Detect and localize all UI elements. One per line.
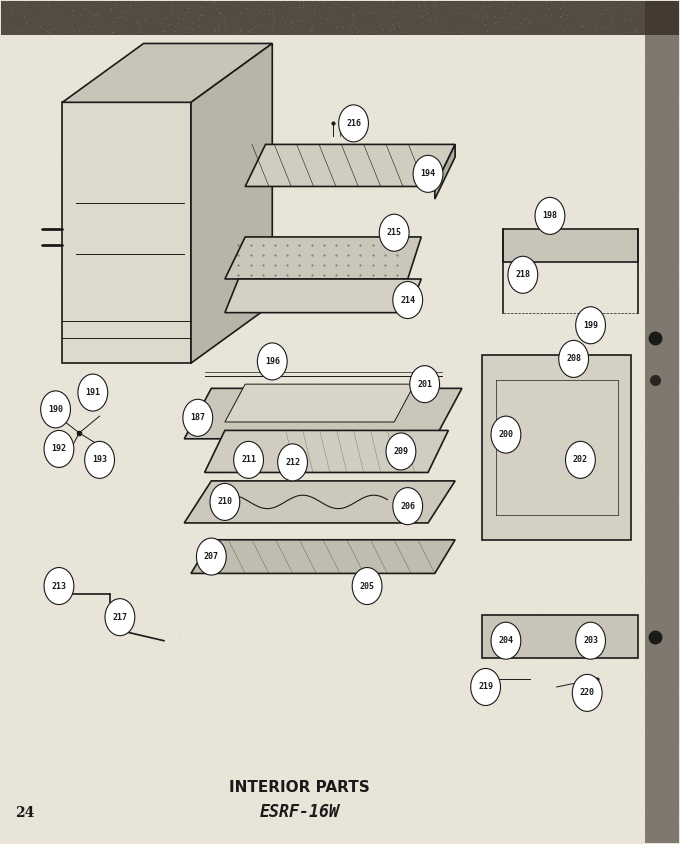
- Circle shape: [576, 622, 605, 659]
- Text: 193: 193: [92, 456, 107, 464]
- Text: 204: 204: [498, 636, 513, 645]
- Circle shape: [44, 430, 74, 468]
- Polygon shape: [184, 481, 455, 523]
- Text: 213: 213: [52, 582, 67, 591]
- Circle shape: [197, 538, 226, 575]
- Circle shape: [44, 567, 74, 604]
- Circle shape: [410, 365, 439, 403]
- Text: 198: 198: [543, 211, 558, 220]
- Polygon shape: [225, 279, 422, 312]
- Text: 215: 215: [387, 228, 402, 237]
- Circle shape: [210, 484, 240, 521]
- Text: 200: 200: [498, 430, 513, 439]
- Circle shape: [339, 105, 369, 142]
- Circle shape: [257, 343, 287, 380]
- Circle shape: [393, 282, 423, 318]
- Polygon shape: [191, 43, 272, 363]
- Circle shape: [41, 391, 71, 428]
- Circle shape: [559, 340, 589, 377]
- Text: 220: 220: [579, 689, 595, 697]
- Circle shape: [471, 668, 500, 706]
- Polygon shape: [482, 354, 631, 540]
- Text: ESRF-16W: ESRF-16W: [259, 803, 339, 821]
- Circle shape: [566, 441, 595, 479]
- Polygon shape: [205, 430, 448, 473]
- Text: 187: 187: [190, 414, 205, 422]
- Text: 207: 207: [204, 552, 219, 561]
- Circle shape: [535, 197, 565, 235]
- Text: 211: 211: [241, 456, 256, 464]
- Text: 196: 196: [265, 357, 279, 366]
- Text: 219: 219: [478, 683, 493, 691]
- Text: 212: 212: [285, 458, 300, 467]
- Circle shape: [277, 444, 307, 481]
- Circle shape: [413, 155, 443, 192]
- Polygon shape: [1, 2, 679, 35]
- Text: 209: 209: [394, 447, 409, 456]
- Text: 191: 191: [85, 388, 101, 397]
- Text: 202: 202: [573, 456, 588, 464]
- Text: 201: 201: [417, 380, 432, 388]
- Text: 208: 208: [566, 354, 581, 364]
- Circle shape: [573, 674, 602, 711]
- Polygon shape: [63, 102, 191, 363]
- Circle shape: [576, 306, 605, 344]
- Polygon shape: [225, 384, 415, 422]
- Text: 192: 192: [52, 445, 67, 453]
- Circle shape: [85, 441, 114, 479]
- Text: 210: 210: [218, 497, 233, 506]
- Text: 217: 217: [112, 613, 127, 622]
- Polygon shape: [184, 388, 462, 439]
- Text: INTERIOR PARTS: INTERIOR PARTS: [229, 780, 370, 795]
- Text: 190: 190: [48, 405, 63, 414]
- Polygon shape: [63, 43, 272, 102]
- Circle shape: [105, 598, 135, 636]
- Text: 199: 199: [583, 321, 598, 330]
- Polygon shape: [191, 540, 455, 573]
- Circle shape: [379, 214, 409, 252]
- Polygon shape: [503, 229, 638, 262]
- Text: 24: 24: [15, 806, 34, 820]
- Text: 203: 203: [583, 636, 598, 645]
- Polygon shape: [435, 144, 455, 199]
- Circle shape: [491, 622, 521, 659]
- Circle shape: [491, 416, 521, 453]
- Circle shape: [508, 257, 538, 294]
- Text: 205: 205: [360, 582, 375, 591]
- Circle shape: [78, 374, 107, 411]
- Polygon shape: [482, 615, 638, 657]
- Polygon shape: [245, 144, 455, 187]
- Circle shape: [183, 399, 213, 436]
- Circle shape: [386, 433, 416, 470]
- Text: 194: 194: [420, 170, 435, 178]
- Text: 206: 206: [401, 501, 415, 511]
- Circle shape: [393, 488, 423, 525]
- Polygon shape: [225, 237, 422, 279]
- Circle shape: [234, 441, 263, 479]
- Polygon shape: [645, 2, 679, 842]
- Text: 214: 214: [401, 295, 415, 305]
- Text: 216: 216: [346, 119, 361, 128]
- Text: 218: 218: [515, 270, 530, 279]
- Circle shape: [352, 567, 382, 604]
